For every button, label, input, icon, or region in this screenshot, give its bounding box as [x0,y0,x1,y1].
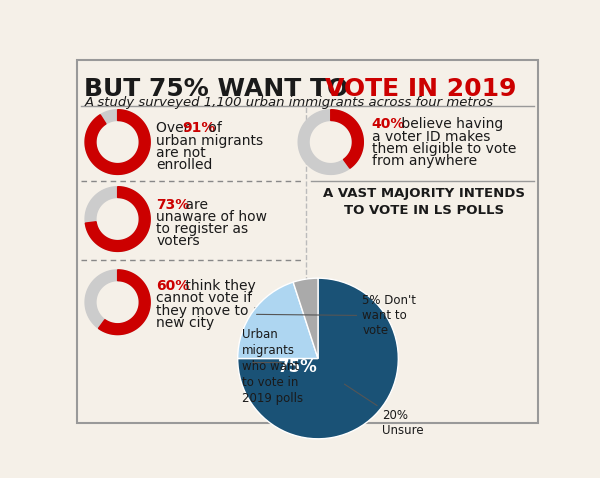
Text: Urban
migrants
who want
to vote in
2019 polls: Urban migrants who want to vote in 2019 … [242,328,303,405]
Text: to register as: to register as [157,222,248,236]
Text: new city: new city [157,316,215,330]
Text: VOTE IN 2019: VOTE IN 2019 [325,77,516,101]
Text: believe having: believe having [397,118,503,131]
Text: they move to a: they move to a [157,304,262,318]
Text: are not: are not [157,146,206,160]
Polygon shape [85,187,150,251]
Text: 60%: 60% [157,279,190,293]
Text: 91%: 91% [182,121,215,135]
Polygon shape [85,270,150,335]
Text: Over: Over [157,121,194,135]
Text: 73%: 73% [157,197,190,211]
FancyBboxPatch shape [77,60,538,423]
Text: 40%: 40% [372,118,405,131]
Polygon shape [298,110,364,174]
Polygon shape [85,110,150,174]
Text: A study surveyed 1,100 urban immigrants across four metros: A study surveyed 1,100 urban immigrants … [84,96,493,109]
Text: BUT 75% WANT TO: BUT 75% WANT TO [84,77,358,101]
Polygon shape [98,270,150,335]
Text: A VAST MAJORITY INTENDS
TO VOTE IN LS POLLS: A VAST MAJORITY INTENDS TO VOTE IN LS PO… [323,187,525,217]
Polygon shape [331,110,363,168]
Wedge shape [293,278,318,358]
Text: 20%
Unsure: 20% Unsure [344,384,424,437]
Wedge shape [238,278,398,439]
Text: enrolled: enrolled [157,158,213,172]
Text: think they: think they [181,279,256,293]
Text: 5% Don't
want to
vote: 5% Don't want to vote [257,294,416,337]
Text: them eligible to vote: them eligible to vote [372,142,516,156]
Wedge shape [238,282,318,358]
Text: urban migrants: urban migrants [157,133,263,148]
Text: are: are [181,197,208,211]
Text: 75%: 75% [278,358,318,376]
Text: a voter ID makes: a voter ID makes [372,130,490,144]
Text: cannot vote if: cannot vote if [157,292,253,305]
Text: voters: voters [157,235,200,249]
Text: from anywhere: from anywhere [372,154,477,168]
Text: unaware of how: unaware of how [157,210,268,224]
Polygon shape [85,187,150,251]
Polygon shape [85,110,150,174]
Text: of: of [203,121,221,135]
